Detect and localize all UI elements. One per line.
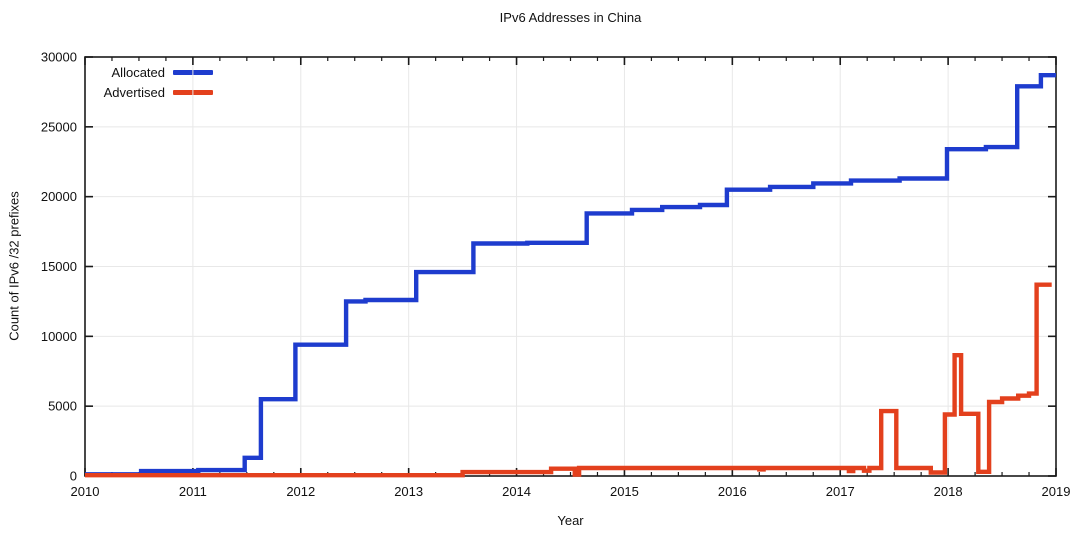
y-tick-label: 25000 — [41, 119, 77, 134]
y-tick-label: 5000 — [48, 399, 77, 414]
x-tick-label: 2012 — [286, 484, 315, 499]
x-tick-label: 2018 — [934, 484, 963, 499]
x-tick-label: 2010 — [71, 484, 100, 499]
x-tick-label: 2017 — [826, 484, 855, 499]
x-tick-label: 2019 — [1042, 484, 1071, 499]
legend-label-advertised: Advertised — [103, 84, 165, 100]
y-tick-label: 20000 — [41, 189, 77, 204]
legend-label-allocated: Allocated — [111, 64, 165, 80]
chart-title: IPv6 Addresses in China — [499, 10, 642, 25]
x-tick-label: 2013 — [394, 484, 423, 499]
series-line-advertised — [85, 282, 1052, 478]
y-tick-label: 30000 — [41, 50, 77, 65]
series-line-allocated — [85, 73, 1056, 477]
x-axis-label: Year — [557, 513, 584, 528]
x-tick-label: 2016 — [718, 484, 747, 499]
x-tick-label: 2011 — [179, 484, 207, 499]
y-tick-label: 10000 — [41, 329, 77, 344]
y-tick-label: 0 — [70, 469, 77, 484]
y-tick-label: 15000 — [41, 259, 77, 274]
x-tick-label: 2014 — [502, 484, 531, 499]
x-tick-label: 2015 — [610, 484, 639, 499]
